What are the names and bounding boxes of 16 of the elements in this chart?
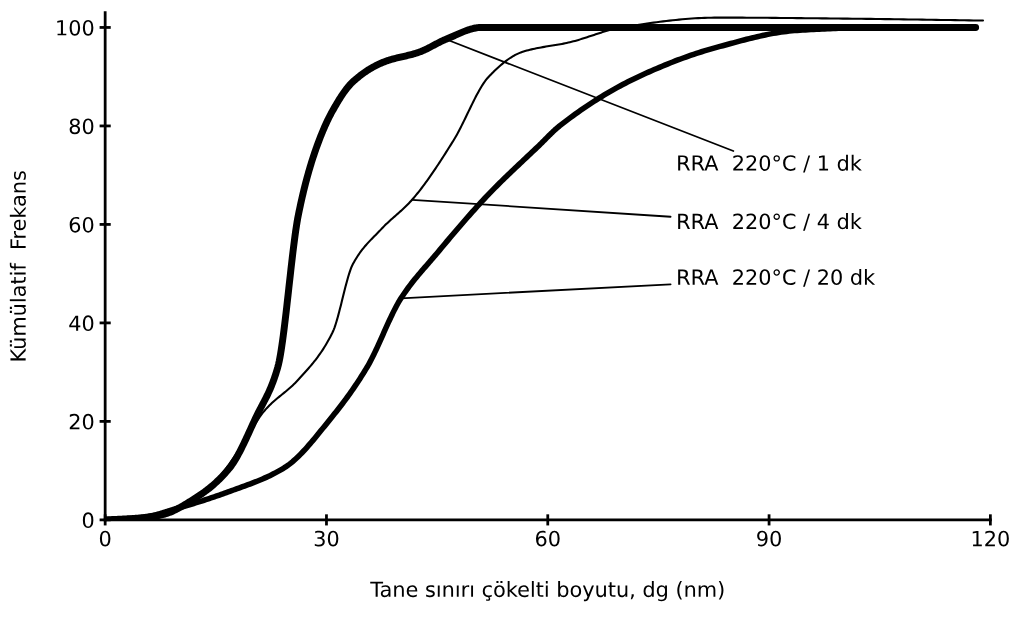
- annotation: RRA 220°C / 4 dk: [678, 213, 862, 231]
- y-axis-title: Kümülatif Frekans: [9, 171, 26, 361]
- x-tick-label: 90: [757, 530, 781, 547]
- x-tick-label: 60: [535, 530, 560, 547]
- x-tick-label: 30: [314, 530, 339, 547]
- y-tick-label: 80: [69, 118, 94, 135]
- x-tick-label: 0: [99, 530, 111, 547]
- annotation: RRA 220°C / 20 dk: [678, 268, 876, 287]
- x-axis-title: Tane sınırı çökelti boyutu, dg (nm): [370, 581, 724, 602]
- x-tick-label: 120: [972, 530, 1009, 547]
- y-tick-label: 40: [69, 315, 94, 332]
- y-tick-label: 0: [82, 512, 94, 529]
- y-tick-label: 20: [69, 413, 94, 430]
- annotation: RRA 220°C / 1 dk: [678, 154, 862, 173]
- y-tick-label: 60: [69, 216, 94, 233]
- y-tick-label: 100: [57, 19, 94, 36]
